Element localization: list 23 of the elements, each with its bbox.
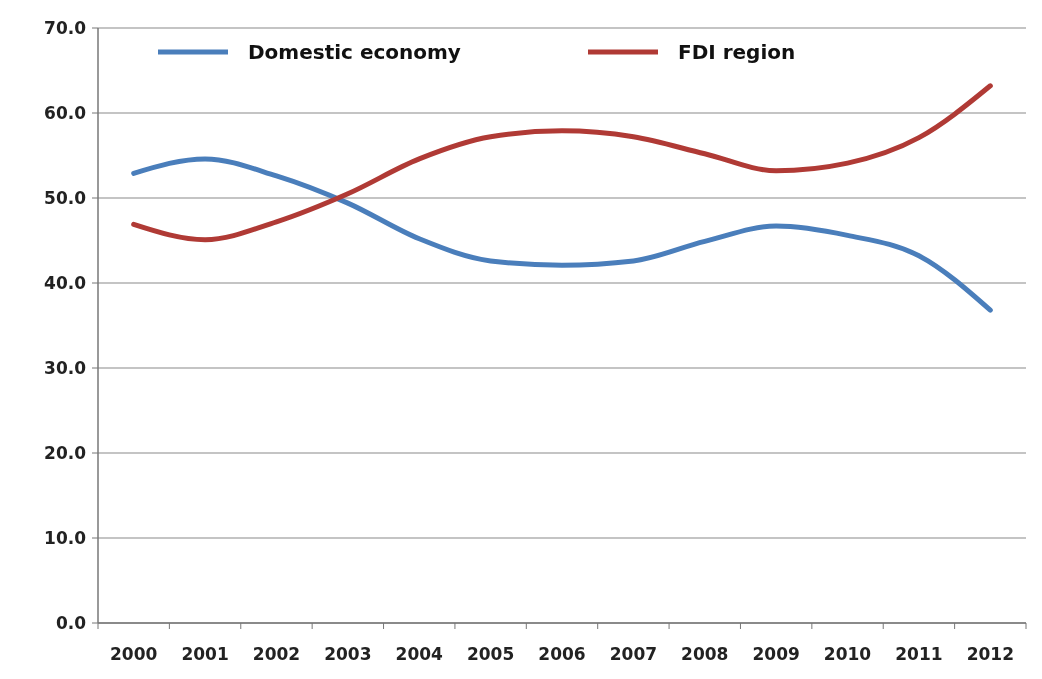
y-tick-label: 30.0	[44, 357, 87, 378]
x-tick-label: 2000	[110, 644, 158, 664]
x-tick-label: 2005	[466, 644, 515, 664]
x-tick-label: 2006	[538, 644, 586, 664]
y-tick-label: 70.0	[44, 17, 87, 38]
y-tick-label: 50.0	[44, 187, 87, 208]
x-tick-label: 2008	[681, 644, 729, 664]
y-tick-label: 20.0	[44, 442, 87, 463]
x-tick-label: 2001	[181, 644, 229, 664]
y-tick-label: 10.0	[44, 527, 87, 548]
x-tick-label: 2010	[823, 644, 872, 664]
x-tick-label: 2007	[609, 644, 658, 664]
x-tick-label: 2003	[324, 644, 372, 664]
y-tick-label: 40.0	[44, 272, 87, 293]
x-tick-label: 2002	[252, 644, 301, 664]
x-tick-label: 2009	[752, 644, 800, 664]
x-tick-label: 2011	[895, 644, 943, 664]
x-tick-label: 2004	[395, 644, 444, 664]
legend-label: Domestic economy	[248, 40, 461, 64]
y-tick-label: 0.0	[55, 612, 87, 633]
y-tick-label: 60.0	[44, 102, 87, 123]
x-tick-label: 2012	[966, 644, 1014, 664]
legend-label: FDI region	[678, 40, 796, 64]
